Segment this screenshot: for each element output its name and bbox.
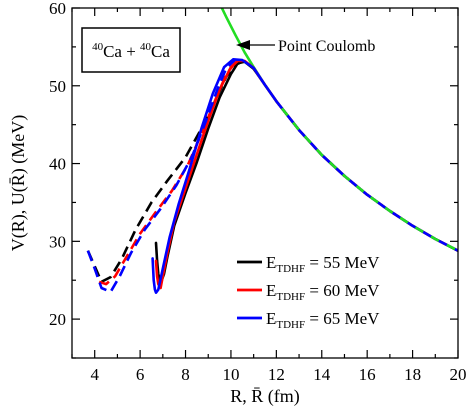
system-label-frame xyxy=(81,27,181,73)
point-coulomb-annotation: Point Coulomb xyxy=(236,38,375,55)
system-label: 40Ca + 40Ca xyxy=(92,41,170,61)
x-tick-label: 12 xyxy=(268,365,285,384)
y-tick-label: 30 xyxy=(49,232,66,251)
legend-label: ETDHF = 55 MeV xyxy=(266,253,380,275)
legend-label: ETDHF = 60 MeV xyxy=(266,281,380,303)
x-tick-label: 14 xyxy=(313,365,331,384)
y-tick-label: 50 xyxy=(49,77,66,96)
y-tick-label: 60 xyxy=(49,0,66,18)
series-line-dashed-4 xyxy=(98,58,243,286)
x-tick-label: 16 xyxy=(359,365,376,384)
x-tick-label: 4 xyxy=(90,365,99,384)
plot-frame xyxy=(71,7,459,359)
series-line-solid-5 xyxy=(151,58,458,294)
x-axis-title: R, R̄ (fm) xyxy=(230,386,300,407)
y-tick-label: 40 xyxy=(49,155,66,174)
legend: ETDHF = 55 MeV ETDHF = 60 MeV ETDHF = 65 M… xyxy=(237,253,380,331)
x-tick-label: 6 xyxy=(136,365,145,384)
x-tick-label: 8 xyxy=(181,365,190,384)
x-tick-label: 18 xyxy=(404,365,421,384)
axis-ticks: 4 6 8 10 12 14 16 18 20 20 30 40 50 60 xyxy=(49,0,467,384)
system-label-box: 40Ca + 40Ca xyxy=(81,27,181,73)
annotation-arrowhead xyxy=(236,40,250,50)
y-axis-title: V(R), U(R̄) (MeV) xyxy=(8,115,29,251)
series-layer xyxy=(86,8,458,294)
x-tick-label: 10 xyxy=(222,365,239,384)
y-tick-label: 20 xyxy=(49,310,66,329)
coulomb-overlap-dashes xyxy=(275,100,458,252)
x-tick-label: 20 xyxy=(450,365,467,384)
legend-label: ETDHF = 65 MeV xyxy=(266,309,380,331)
series-line-dashed-6 xyxy=(86,58,237,294)
series-line-solid-1 xyxy=(154,60,458,285)
annotation-text: Point Coulomb xyxy=(278,38,375,55)
